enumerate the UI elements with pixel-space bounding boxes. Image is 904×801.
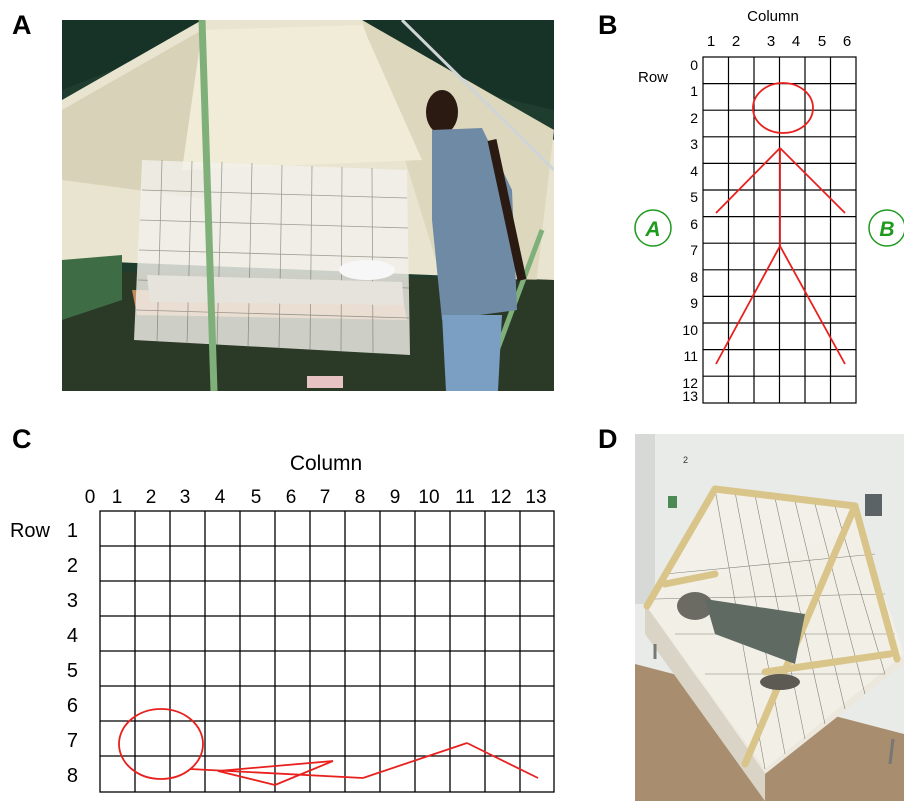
panel-b-row-label: 0 (690, 57, 698, 73)
panel-label-c: C (12, 424, 32, 454)
panel-b-row-label: 13 (682, 388, 698, 404)
panel-c-col-label: 6 (286, 487, 297, 508)
panel-c-col-label: 9 (390, 487, 401, 508)
panel-b-column-title: Column (747, 8, 799, 25)
panel-b-col-label: 6 (843, 33, 851, 50)
panel-b-row-label: 6 (690, 216, 698, 232)
panel-c-row-label: 8 (67, 765, 78, 787)
panel-c-row-label: 4 (67, 625, 78, 647)
panel-b-col-label: 3 (767, 33, 775, 50)
panel-b-row-label: 3 (690, 136, 698, 152)
side-marker-a-label: A (644, 218, 660, 241)
lying-figure-leg-1 (362, 742, 468, 779)
panel-label-b: B (598, 10, 618, 40)
panel-b-row-label: 7 (690, 242, 698, 258)
panel-c-grid-lines (99, 510, 555, 793)
panel-c-col-label: 2 (146, 487, 157, 508)
panel-b-row-label: 8 (690, 269, 698, 285)
panel-b-col-label: 1 (707, 33, 715, 50)
panel-b-col-label: 5 (818, 33, 826, 50)
panel-b-grid-lines (702, 56, 857, 404)
lying-figure-head (118, 708, 204, 780)
a-frame-photo-drawing: 2 (635, 434, 904, 801)
panel-label-a: A (12, 10, 32, 40)
side-marker-b-label: B (879, 218, 894, 241)
panel-c-col-label: 13 (525, 487, 546, 508)
panel-b-col-label: 4 (792, 33, 800, 50)
panel-c-row-label: 7 (67, 730, 78, 752)
panel-label-d: D (598, 424, 618, 454)
panel-c-col-label: 4 (215, 487, 226, 508)
panel-c-row-label: 6 (67, 695, 78, 717)
stick-figure-right-leg (779, 245, 846, 365)
panel-b-row-label: 2 (690, 110, 698, 126)
panel-b-row-label: 11 (683, 348, 698, 364)
lying-figure-body (189, 768, 364, 779)
panel-b-row-label: 1 (690, 83, 698, 99)
panel-c-row-label: 2 (67, 555, 78, 577)
panel-b-row-label: 4 (690, 163, 698, 179)
panel-b-col-label: 2 (732, 33, 740, 50)
panel-c-col-label: 12 (490, 487, 511, 508)
panel-b-row-label: 9 (690, 295, 698, 311)
panel-c-col-label: 8 (355, 487, 366, 508)
a-frame-net-photo: 2 (635, 434, 904, 801)
panel-b-row-label: 12 (682, 375, 698, 391)
panel-b-row-label: 5 (690, 189, 698, 205)
side-marker-b: B (868, 209, 904, 247)
tent-bednet-photo (62, 20, 554, 391)
lying-figure-leg-2 (466, 742, 539, 779)
panel-c-lying-figure (118, 708, 539, 786)
panel-c-col-label: 10 (418, 487, 439, 508)
panel-b-row-title: Row (638, 69, 668, 86)
stick-figure-head (752, 82, 814, 134)
stick-figure-left-leg (715, 245, 781, 365)
panel-c-row-label: 3 (67, 590, 78, 612)
panel-c-column-title: Column (290, 452, 362, 475)
panel-c-col-label: 7 (320, 487, 331, 508)
panel-c-col-label: 3 (180, 487, 191, 508)
panel-c-row-title: Row (10, 520, 51, 542)
panel-c-row-label: 1 (67, 520, 78, 542)
panel-c-col-label: 11 (455, 487, 475, 508)
stick-figure-left-arm (715, 147, 781, 214)
lying-figure-arm-3 (274, 760, 334, 786)
wall-number: 2 (683, 455, 688, 465)
panel-b-stick-figure (715, 82, 846, 365)
panel-c-col-label: 0 (85, 487, 96, 508)
lying-figure-arm-1 (217, 760, 334, 772)
stick-figure-right-arm (779, 147, 846, 214)
panel-b-row-label: 10 (682, 322, 698, 338)
panel-c-col-label: 5 (251, 487, 262, 508)
panel-c-col-label: 1 (112, 487, 123, 508)
lying-figure-arm-2 (217, 770, 276, 786)
side-marker-a: A (634, 209, 672, 247)
panel-c-row-label: 5 (67, 660, 78, 682)
tent-photo-drawing (62, 20, 554, 391)
